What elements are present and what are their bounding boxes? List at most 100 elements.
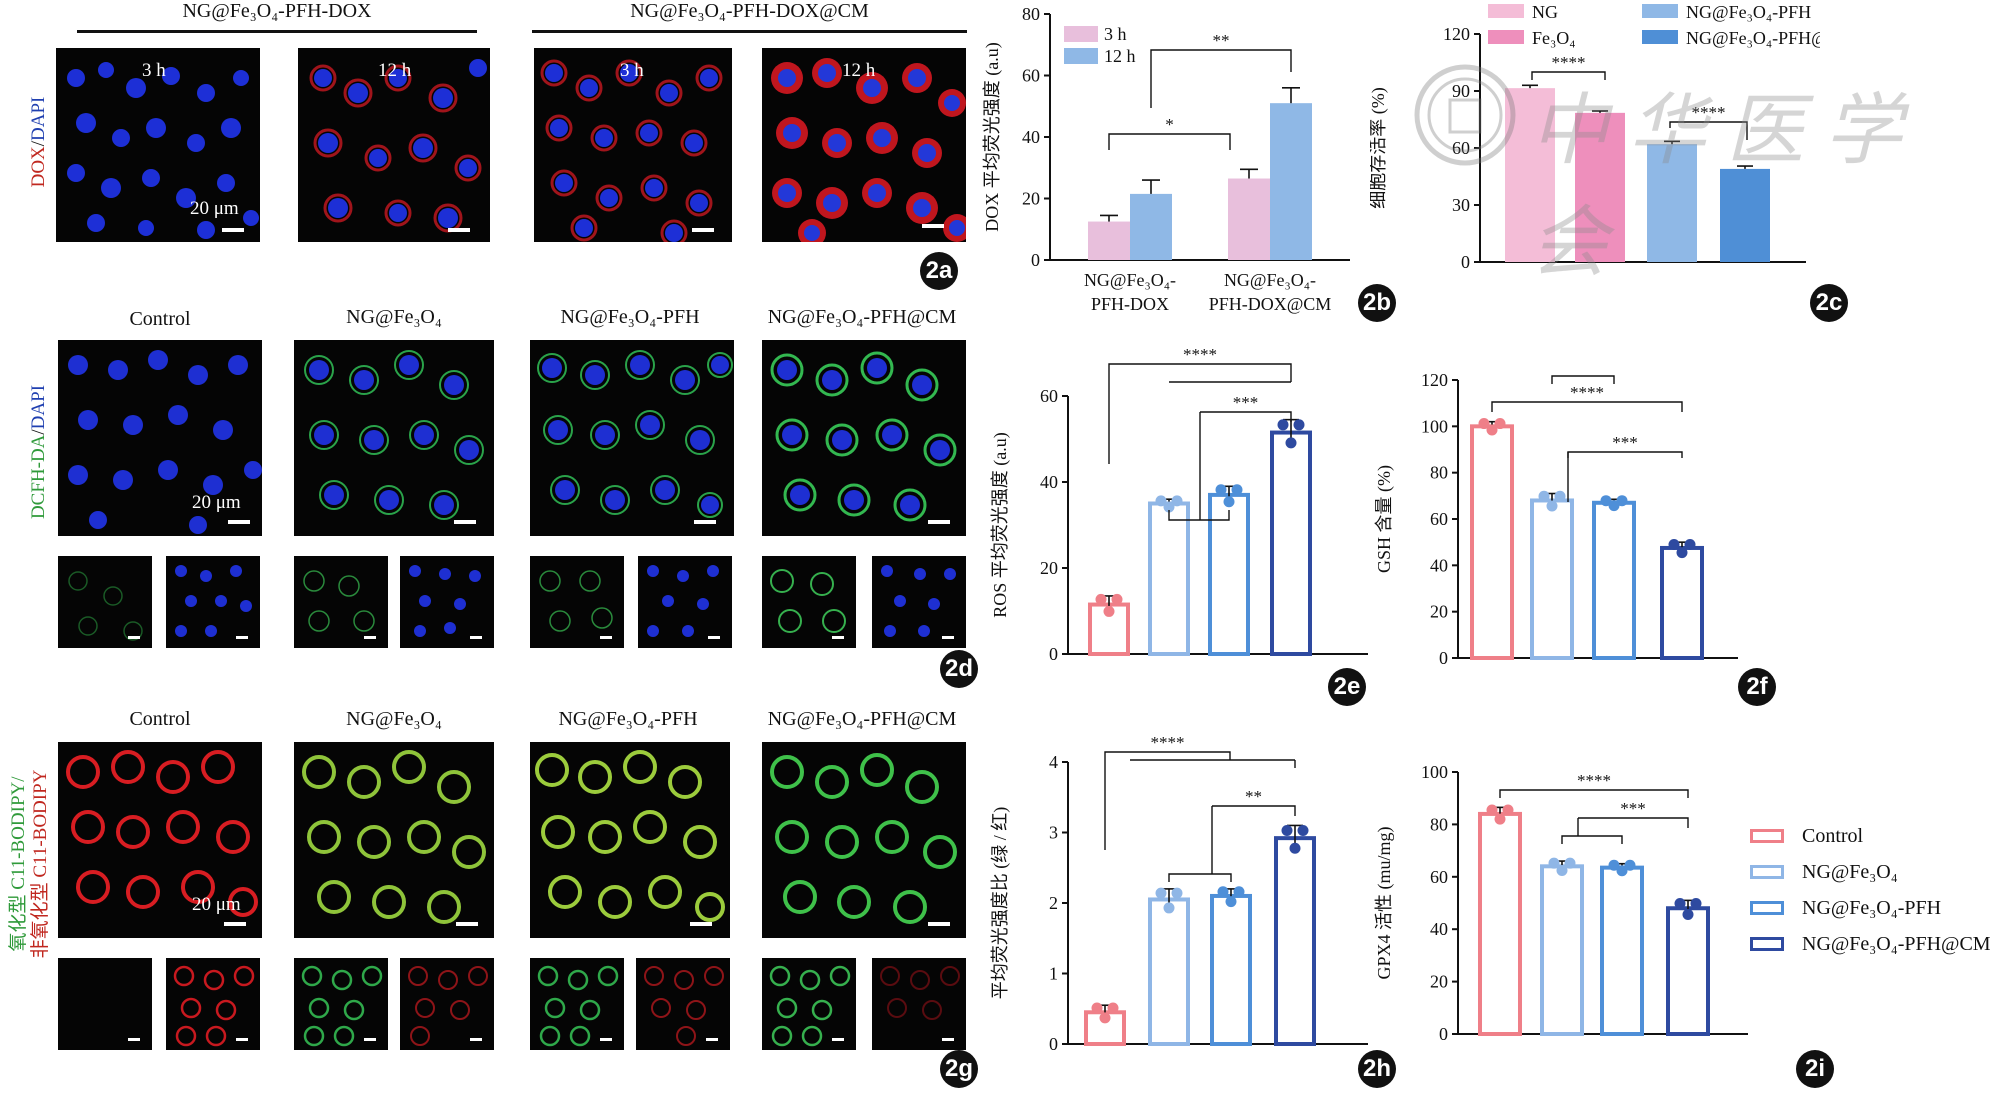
thumb-dcfh-pfh-green — [530, 556, 624, 648]
data-point — [1616, 865, 1628, 877]
bar — [1470, 424, 1514, 661]
thumb-dcfh-control-green — [58, 556, 152, 648]
bar — [1530, 498, 1574, 660]
group-bracket — [1168, 510, 1230, 521]
y-tick-label: 90 — [1452, 81, 1470, 101]
nuclei-pattern — [68, 350, 262, 534]
image-dox-3h: 3 h 20 μm — [56, 48, 260, 242]
data-point — [1171, 495, 1183, 507]
bar — [1270, 103, 1312, 260]
y-tick-label: 1 — [1049, 964, 1058, 984]
data-point — [1608, 859, 1620, 871]
data-point — [1293, 419, 1305, 431]
legend-label: NG@Fe₃O₄-PFH — [1802, 896, 1942, 919]
data-point — [1624, 859, 1636, 871]
scale-bar — [454, 520, 476, 524]
scale-bar — [942, 1038, 954, 1041]
scale-bar — [448, 228, 470, 232]
significance-label: *** — [1620, 799, 1646, 818]
scale-bar — [236, 636, 248, 639]
image-dcfh-ngfe3o4 — [294, 340, 494, 536]
significance-label: **** — [1552, 53, 1586, 72]
group-bracket — [1551, 375, 1615, 384]
data-point — [1155, 495, 1167, 507]
y-tick-label: 0 — [1461, 252, 1470, 272]
legend-item: NG@Fe₃O₄ — [1750, 854, 2008, 890]
panel-label-2a: 2a — [920, 252, 958, 290]
scale-bar — [942, 636, 954, 639]
significance-bracket — [1499, 789, 1689, 798]
significance-bracket — [1150, 49, 1292, 108]
y-axis-title: GSH 含量 (%) — [1374, 465, 1395, 573]
scale-bar — [364, 1038, 376, 1041]
y-tick-label: 4 — [1049, 752, 1058, 772]
data-point — [1616, 495, 1628, 507]
data-point — [1091, 1002, 1103, 1014]
data-point — [1684, 538, 1696, 550]
thumb-c11-pfh-green — [530, 958, 624, 1050]
scale-bar — [228, 520, 250, 524]
data-point — [1285, 437, 1297, 449]
data-point — [1223, 496, 1235, 508]
thumb-dcfh-ngfe3o4-blue — [400, 556, 494, 648]
nuclei-pattern — [67, 62, 259, 239]
legend-item: Control — [1750, 818, 2008, 854]
data-point — [1163, 501, 1175, 513]
x-tick-label: PFH-DOX — [1091, 294, 1169, 314]
y-tick-label: 20 — [1430, 602, 1448, 622]
legend-label: Control — [1802, 824, 1864, 847]
y-tick-label: 60 — [1452, 138, 1470, 158]
bar — [1088, 221, 1130, 260]
group-bracket — [1561, 835, 1623, 844]
thumb-c11-control-red — [166, 958, 260, 1050]
legend-swatch — [1488, 4, 1524, 18]
scale-bar — [600, 1038, 612, 1041]
significance-label: ** — [1245, 787, 1262, 806]
bar — [1130, 193, 1172, 260]
scale-bar — [832, 636, 844, 639]
y-tick-label: 20 — [1040, 558, 1058, 578]
significance-bracket — [1108, 363, 1292, 464]
bar — [1575, 112, 1625, 262]
thumb-c11-ngfe3o4-green — [294, 958, 388, 1050]
significance-label: **** — [1570, 383, 1604, 402]
x-tick-label: NG@Fe₃O₄- — [1224, 270, 1316, 290]
data-point — [1277, 419, 1289, 431]
scale-bar — [928, 922, 950, 926]
data-point — [1690, 898, 1702, 910]
row-g-col-pfhcm: NG@Fe₃O₄-PFH@CM — [767, 708, 957, 730]
thumb-dcfh-ngfe3o4-green — [294, 556, 388, 648]
data-point — [1668, 538, 1680, 550]
cell-pattern — [535, 750, 725, 922]
y-tick-label: 40 — [1430, 555, 1448, 575]
image-doxcm-12h: 12 h — [762, 48, 966, 242]
y-tick-label: 80 — [1430, 814, 1448, 834]
bar — [1210, 893, 1252, 1046]
row-g-ylabel: 氧化型 C11-BODIPY/ 非氧化型 C11-BODIPY — [8, 769, 51, 959]
row-a-group2-line — [532, 30, 967, 33]
legend-swatch — [1750, 865, 1784, 879]
scale-bar — [922, 224, 944, 228]
scale-bar — [364, 636, 376, 639]
significance-bracket — [1200, 411, 1292, 422]
data-point — [1095, 593, 1107, 605]
image-dcfh-pfh — [530, 340, 734, 536]
row-g-col-control: Control — [129, 708, 191, 730]
legend-label: NG — [1532, 2, 1558, 22]
x-tick-label: PFH-DOX@CM — [1209, 294, 1332, 314]
y-tick-label: 60 — [1430, 509, 1448, 529]
nuclei-pattern — [540, 59, 723, 242]
scale-bar — [832, 1038, 844, 1041]
legend-swatch — [1750, 937, 1784, 951]
thumb-dcfh-pfhcm-blue — [872, 556, 966, 648]
scale-label: 20 μm — [192, 492, 241, 513]
group-bracket — [1168, 873, 1232, 882]
y-tick-label: 40 — [1022, 127, 1040, 147]
legend-swatch — [1064, 26, 1098, 42]
image-c11-ngfe3o4 — [294, 742, 494, 938]
data-point — [1215, 484, 1227, 496]
y-tick-label: 80 — [1022, 4, 1040, 24]
nuclei-pattern — [771, 58, 966, 242]
significance-bracket — [1669, 121, 1748, 140]
